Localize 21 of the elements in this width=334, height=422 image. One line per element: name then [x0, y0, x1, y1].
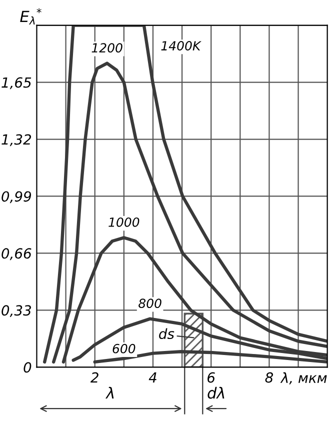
series-label: 600 — [112, 344, 136, 354]
annotation: ds — [159, 328, 174, 340]
x-tick-label: 4 — [148, 372, 156, 383]
series-label: 1200 — [92, 43, 122, 53]
series-label: 800 — [138, 298, 162, 308]
y-axis-title: E$_{λ}$$^{*}$ — [20, 8, 42, 25]
y-tick-label: 0,66 — [2, 248, 32, 260]
series-label: 1400K — [161, 41, 202, 50]
text: dλ — [208, 386, 224, 399]
series-label: 1000 — [108, 217, 140, 227]
x-tick-label: 2 — [90, 372, 98, 383]
x-axis-title: λ, мкм — [280, 372, 327, 384]
y-tick-label: 1,32 — [2, 134, 32, 146]
line-series — [62, 236, 328, 364]
y-tick-label: 0,99 — [2, 191, 32, 204]
x-tick-label: 6 — [208, 372, 215, 383]
y-tick-label: 0,33 — [2, 305, 31, 318]
text: λ — [106, 386, 114, 398]
x-tick-label: 8 — [265, 372, 274, 383]
y-tick-label: 0 — [24, 362, 32, 373]
y-tick-label: 1,65 — [2, 77, 32, 90]
